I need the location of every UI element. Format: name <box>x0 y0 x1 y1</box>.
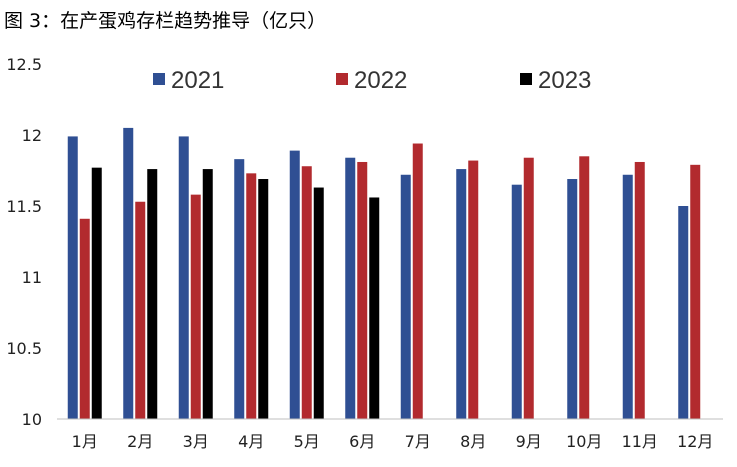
x-tick-label: 8月 <box>460 432 486 451</box>
bar-2022-10 <box>579 156 590 420</box>
bar-2021-5 <box>289 150 300 419</box>
legend-swatch-2021 <box>153 73 165 85</box>
bar-2023-2 <box>147 169 158 419</box>
bar-2021-6 <box>345 157 356 419</box>
y-tick-label: 10 <box>22 410 42 429</box>
legend-label-2021: 2021 <box>171 67 224 94</box>
bar-2022-8 <box>468 160 479 419</box>
bar-2022-6 <box>357 161 368 420</box>
bar-2021-8 <box>456 169 467 419</box>
x-tick-label: 10月 <box>566 432 602 451</box>
bar-2023-6 <box>369 197 380 419</box>
legend-label-2022: 2022 <box>354 67 407 94</box>
bar-2021-7 <box>400 174 411 419</box>
y-tick-label: 11.5 <box>6 197 42 216</box>
legend-label-2023: 2023 <box>538 67 591 94</box>
bar-2022-1 <box>79 218 90 419</box>
legend: 2021 2022 2023 <box>153 67 591 94</box>
y-axis: 10 10.5 11 11.5 12 12.5 <box>6 55 42 429</box>
bar-2022-7 <box>412 143 423 419</box>
bar-2022-9 <box>523 157 534 419</box>
x-tick-label: 9月 <box>516 432 542 451</box>
x-tick-label: 3月 <box>183 432 209 451</box>
bar-2021-11 <box>622 174 633 419</box>
bar-2021-3 <box>178 136 189 420</box>
x-tick-label: 2月 <box>127 432 153 451</box>
bar-2021-12 <box>678 206 689 419</box>
bar-2021-1 <box>67 136 78 420</box>
legend-swatch-2022 <box>336 73 348 85</box>
x-tick-label: 11月 <box>622 432 658 451</box>
bar-2023-5 <box>313 187 324 419</box>
y-tick-label: 12.5 <box>6 55 42 74</box>
bar-2022-5 <box>301 166 312 419</box>
bar-2021-9 <box>511 184 522 419</box>
bars <box>67 127 701 420</box>
x-tick-label: 12月 <box>677 432 713 451</box>
bar-2022-4 <box>246 173 257 419</box>
bar-2021-10 <box>567 179 578 419</box>
bar-2023-1 <box>91 167 102 419</box>
bar-2021-4 <box>234 159 245 419</box>
x-axis: 1月 2月 3月 4月 5月 6月 7月 8月 9月 10月 11月 12月 <box>72 432 714 451</box>
bar-2022-3 <box>190 194 201 419</box>
x-tick-label: 5月 <box>294 432 320 451</box>
bar-2022-2 <box>135 201 146 419</box>
y-tick-label: 11 <box>22 268 42 287</box>
chart-title: 图 3：在产蛋鸡存栏趋势推导（亿只） <box>4 10 327 32</box>
x-tick-label: 6月 <box>349 432 375 451</box>
x-tick-label: 7月 <box>405 432 431 451</box>
bar-2021-2 <box>123 127 134 420</box>
y-tick-label: 10.5 <box>6 339 42 358</box>
bar-2023-4 <box>258 179 269 419</box>
x-tick-label: 1月 <box>72 432 98 451</box>
bar-2022-11 <box>634 161 645 420</box>
x-tick-label: 4月 <box>238 432 264 451</box>
bar-2023-3 <box>202 169 213 419</box>
y-tick-label: 12 <box>22 126 42 145</box>
bar-2022-12 <box>690 164 701 419</box>
legend-swatch-2023 <box>520 73 532 85</box>
